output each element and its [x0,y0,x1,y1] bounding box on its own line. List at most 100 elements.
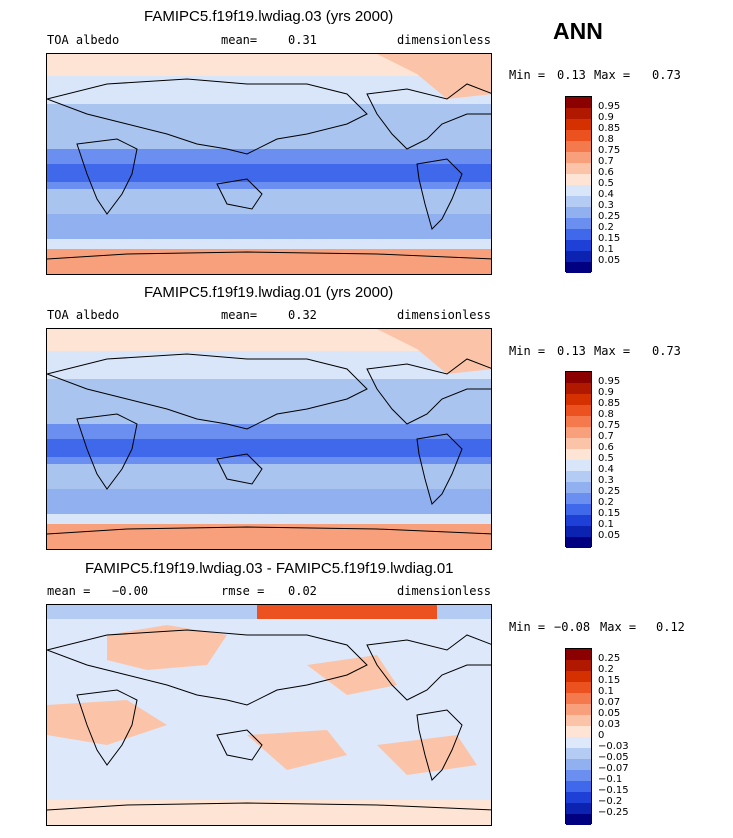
colorbar-swatch [566,207,591,218]
panel-2-max-label: Max = [594,344,631,358]
colorbar-tick-label: 0.25 [598,653,621,664]
panel-1-max-label: Max = [594,68,631,82]
panel-3-max-label: Max = [600,620,637,634]
panel-1-min-label: Min = [509,68,546,82]
colorbar-tick-label: 0.2 [598,222,614,233]
panel-2-colorbar [565,371,592,548]
colorbar-swatch [566,174,591,185]
panel-2-field-label: TOA albedo [47,308,120,322]
panel-2-max-value: 0.73 [652,344,681,358]
colorbar-tick-label: 0.85 [598,398,621,409]
panel-3-rmse-value: 0.02 [288,584,317,598]
panel-1-title: FAMIPC5.f19f19.lwdiag.03 (yrs 2000) [144,8,394,25]
colorbar-tick-label: 0.8 [598,134,614,145]
colorbar-swatch [566,526,591,537]
colorbar-tick-label: 0.5 [598,453,614,464]
colorbar-swatch [566,427,591,438]
panel-1-field-label: TOA albedo [47,33,120,47]
panel-1-map [46,53,492,275]
panel-1-max-value: 0.73 [652,68,681,82]
colorbar-tick-label: 0.6 [598,167,614,178]
colorbar-swatch [566,482,591,493]
colorbar-swatch [566,471,591,482]
colorbar-swatch [566,405,591,416]
colorbar-swatch [566,814,591,825]
colorbar-tick-label: 0.85 [598,123,621,134]
colorbar-swatch [566,240,591,251]
panel-3-min-value: −0.08 [554,620,591,634]
colorbar-swatch [566,770,591,781]
panel-2-units: dimensionless [397,308,491,322]
colorbar-swatch [566,649,591,660]
colorbar-swatch [566,504,591,515]
colorbar-tick-label: 0.25 [598,486,621,497]
colorbar-swatch [566,218,591,229]
colorbar-tick-label: 0.1 [598,519,614,530]
colorbar-swatch [566,119,591,130]
colorbar-swatch [566,372,591,383]
panel-3-map [46,604,492,826]
panel-3-mean-label: mean = [47,584,91,598]
colorbar-swatch [566,251,591,262]
colorbar-swatch [566,108,591,119]
colorbar-tick-label: −0.1 [598,774,623,785]
colorbar-tick-label: 0.15 [598,508,621,519]
colorbar-tick-label: 0.1 [598,244,614,255]
colorbar-tick-label: 0.15 [598,675,621,686]
colorbar-tick-label: 0.25 [598,211,621,222]
colorbar-tick-label: 0.03 [598,719,621,730]
colorbar-tick-label: 0 [598,730,605,741]
colorbar-tick-label: 0.6 [598,442,614,453]
colorbar-tick-label: 0.3 [598,475,614,486]
panel-2-mean-value: 0.32 [288,308,317,322]
colorbar-tick-label: 0.05 [598,708,621,719]
colorbar-swatch [566,671,591,682]
colorbar-swatch [566,748,591,759]
panel-2-min-label: Min = [509,344,546,358]
colorbar-tick-label: 0.5 [598,178,614,189]
colorbar-tick-label: 0.4 [598,189,614,200]
colorbar-swatch [566,737,591,748]
colorbar-swatch [566,726,591,737]
panel-2-title: FAMIPC5.f19f19.lwdiag.01 (yrs 2000) [144,284,394,301]
colorbar-tick-label: 0.1 [598,686,614,697]
colorbar-swatch [566,383,591,394]
colorbar-swatch [566,781,591,792]
colorbar-swatch [566,537,591,548]
panel-3-max-value: 0.12 [656,620,685,634]
colorbar-tick-label: −0.2 [598,796,623,807]
panel-3-title: FAMIPC5.f19f19.lwdiag.03 - FAMIPC5.f19f1… [85,560,454,577]
colorbar-swatch [566,803,591,814]
colorbar-tick-label: 0.2 [598,497,614,508]
colorbar-tick-label: 0.05 [598,530,621,541]
colorbar-swatch [566,515,591,526]
colorbar-swatch [566,130,591,141]
colorbar-tick-label: 0.95 [598,376,621,387]
colorbar-tick-label: 0.4 [598,464,614,475]
colorbar-tick-label: −0.07 [598,763,629,774]
colorbar-tick-label: 0.3 [598,200,614,211]
season-label: ANN [553,18,603,44]
colorbar-tick-label: 0.75 [598,145,621,156]
colorbar-tick-label: 0.8 [598,409,614,420]
panel-3-mean-value: −0.00 [112,584,149,598]
colorbar-swatch [566,682,591,693]
colorbar-tick-label: 0.9 [598,387,614,398]
panel-3-rmse-label: rmse = [221,584,265,598]
colorbar-swatch [566,759,591,770]
colorbar-swatch [566,493,591,504]
colorbar-tick-label: 0.9 [598,112,614,123]
colorbar-swatch [566,97,591,108]
panel-1-mean-value: 0.31 [288,33,317,47]
colorbar-swatch [566,693,591,704]
colorbar-tick-label: 0.15 [598,233,621,244]
colorbar-swatch [566,660,591,671]
panel-1-units: dimensionless [397,33,491,47]
colorbar-swatch [566,229,591,240]
colorbar-swatch [566,196,591,207]
colorbar-swatch [566,185,591,196]
panel-2-map [46,328,492,550]
colorbar-tick-label: −0.15 [598,785,629,796]
colorbar-swatch [566,262,591,273]
colorbar-swatch [566,704,591,715]
